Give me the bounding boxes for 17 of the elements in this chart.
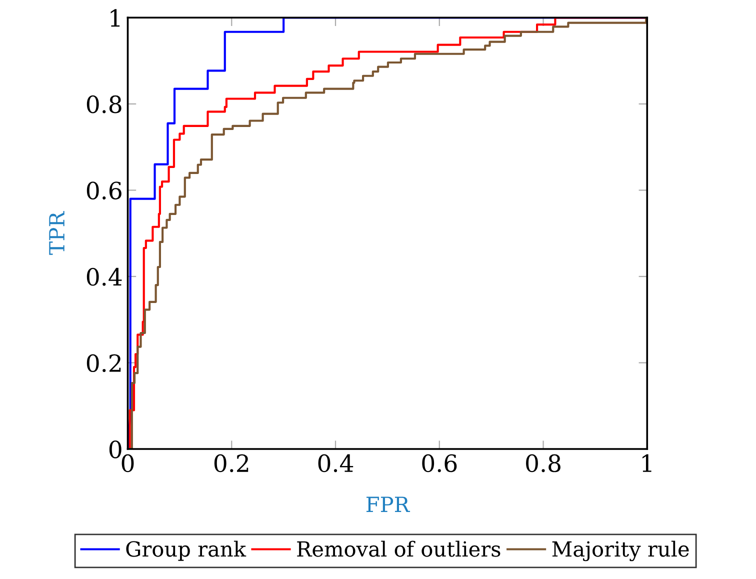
y-tick-label: 0.2 <box>86 354 121 372</box>
x-tick-label: 0.2 <box>214 454 248 472</box>
legend-label: Group rank <box>126 540 246 561</box>
y-axis-title: TPR <box>49 211 64 255</box>
y-tick-label: 0 <box>109 440 122 458</box>
x-tick-label: 0.6 <box>422 454 457 472</box>
legend-label: Majority rule <box>552 540 689 562</box>
x-tick-label: 0.4 <box>318 454 354 472</box>
x-tick-label: 0.8 <box>526 454 560 472</box>
x-axis-title: FPR <box>366 496 410 512</box>
x-tick-label: 1 <box>642 454 652 472</box>
y-tick-label: 0.6 <box>86 182 122 200</box>
y-tick-label: 0.8 <box>86 95 122 114</box>
x-tick-label: 0 <box>122 454 134 472</box>
legend-label: Removal of outliers <box>297 540 500 557</box>
y-tick-label: 0.4 <box>86 268 122 286</box>
y-tick-label: 1 <box>110 9 120 27</box>
